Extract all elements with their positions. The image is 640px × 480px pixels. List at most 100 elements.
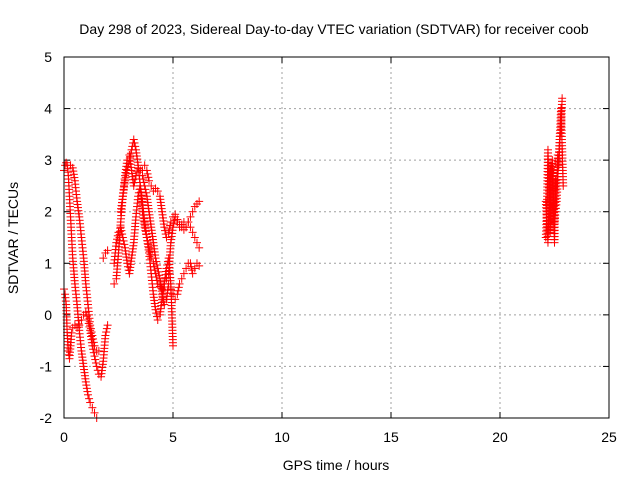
x-tick-label: 25 [601,429,617,445]
data-point [142,166,151,175]
data-point [147,254,156,263]
data-point [151,269,160,278]
data-points [60,94,568,422]
data-point [69,167,78,176]
data-point [546,161,555,170]
data-point [121,176,130,185]
data-point [140,161,149,170]
data-point [174,286,183,295]
data-point [179,269,188,278]
y-tick-label: -2 [40,410,53,426]
data-point [146,250,155,259]
y-tick-label: 4 [44,101,52,117]
data-point [113,231,122,240]
x-axis-label: GPS time / hours [283,457,390,473]
data-point [195,261,204,270]
data-point [130,138,139,147]
x-tick-label: 20 [492,429,508,445]
data-point [166,221,175,230]
data-point [83,316,92,325]
data-point [142,233,151,242]
data-point [149,259,158,268]
data-point [124,159,133,168]
x-tick-labels: 0 5 10 15 20 25 [60,429,617,445]
data-point [89,338,98,347]
data-point [190,233,199,242]
data-point [75,321,84,330]
data-point [84,319,93,328]
data-point [546,164,555,173]
data-point [90,408,99,417]
data-point [90,352,99,361]
data-point [90,341,99,350]
data-point [151,305,160,314]
data-point [188,228,197,237]
data-point [117,226,126,235]
data-point [164,228,173,237]
data-point [165,224,174,233]
data-point [113,235,122,244]
data-point [144,240,153,249]
y-tick-label: 2 [44,204,52,220]
x-tick-label: 15 [383,429,399,445]
data-point [81,377,90,386]
data-point [122,169,131,178]
data-point [160,279,169,288]
data-point [89,334,98,343]
y-tick-label: 5 [44,49,52,65]
data-point [125,156,134,165]
data-point [110,279,119,288]
y-tick-label: 3 [44,152,52,168]
data-point [126,152,135,161]
data-point [123,259,132,268]
data-point [195,243,204,252]
data-point [173,215,182,224]
data-point [153,187,162,196]
data-point [558,94,567,103]
data-point [91,358,100,367]
data-point [70,173,79,182]
data-point [166,218,175,227]
chart-title: Day 298 of 2023, Sidereal Day-to-day VTE… [79,21,589,37]
data-point [145,176,154,185]
data-point [99,254,108,263]
data-point [67,328,76,337]
data-point [88,403,97,412]
y-tick-label: 0 [44,307,52,323]
x-tick-label: 0 [60,429,68,445]
data-point [91,355,100,364]
data-point [173,290,182,299]
data-point [171,210,180,219]
data-point [152,273,161,282]
data-point [101,331,110,340]
data-point [150,266,159,275]
data-point [121,173,130,182]
data-point [86,398,95,407]
data-point [162,274,171,283]
data-point [150,262,159,271]
data-point [153,276,162,285]
data-point [83,390,92,399]
data-point [87,328,96,337]
data-point [85,394,94,403]
data-point [188,269,197,278]
data-point [175,279,184,288]
data-point [187,262,196,271]
data-point [112,238,121,247]
data-point [68,163,77,172]
data-point [186,212,195,221]
data-point [123,163,132,172]
y-tick-label: -1 [40,358,53,374]
data-point [88,331,97,340]
data-point [143,236,152,245]
data-point [129,135,138,144]
data-point [142,230,151,239]
data-point [103,321,112,330]
data-point [547,168,556,177]
data-point [102,324,111,333]
data-point [103,246,112,255]
x-tick-label: 10 [274,429,290,445]
data-point [140,223,149,232]
data-point [64,346,73,355]
